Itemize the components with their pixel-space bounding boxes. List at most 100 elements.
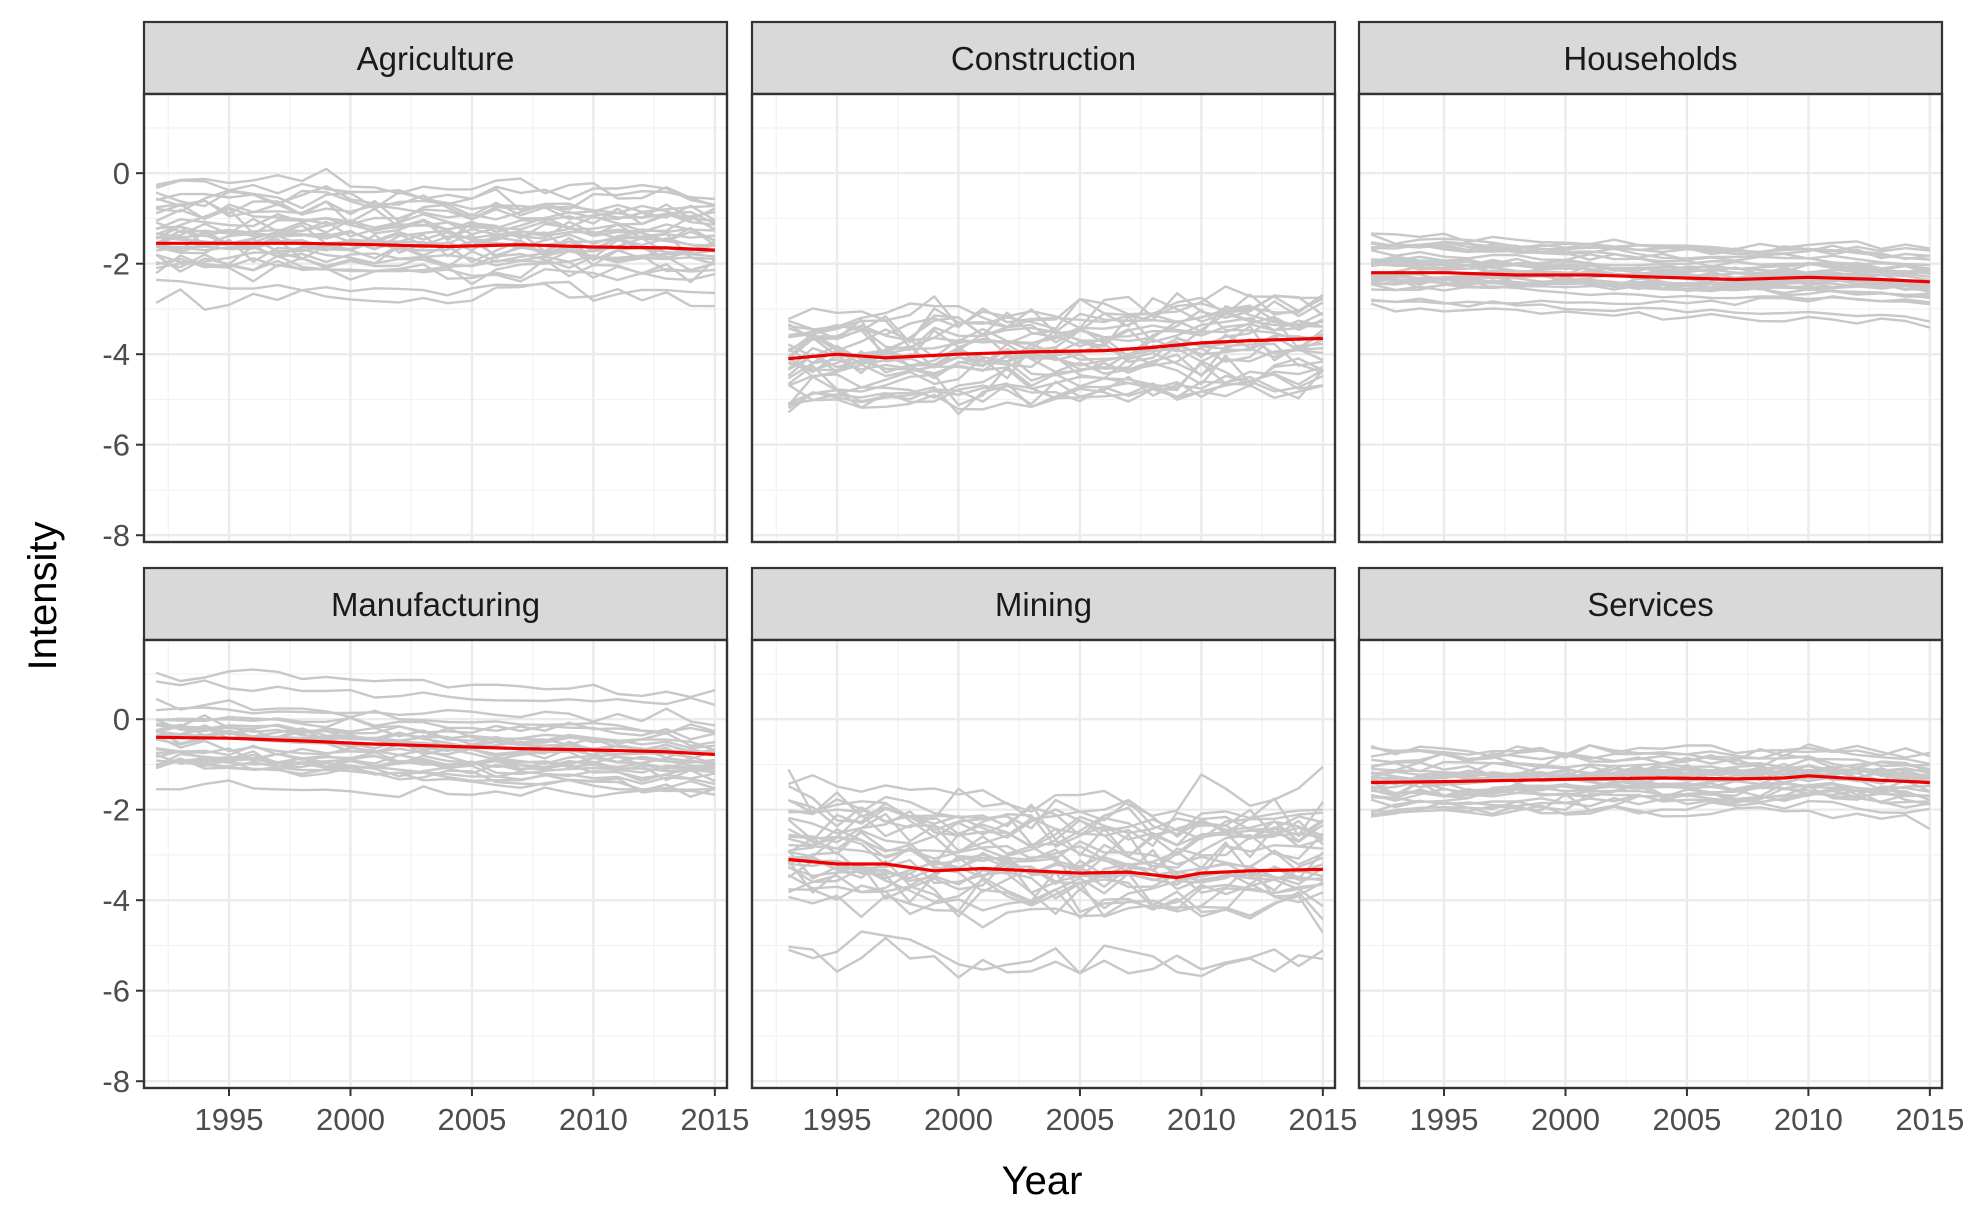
- sector-line: [787, 370, 1324, 416]
- sector-line: [787, 305, 1324, 358]
- sector-line: [1370, 262, 1930, 284]
- y-tick-label: 0: [113, 156, 130, 191]
- sector-line: [155, 197, 716, 226]
- sector-line: [156, 225, 716, 254]
- sector-line: [1371, 799, 1931, 817]
- sector-line: [155, 188, 715, 213]
- sector-line: [1370, 259, 1931, 274]
- x-tick-label: 2005: [437, 1102, 506, 1137]
- sector-line: [156, 715, 716, 735]
- sector-line: [1371, 787, 1931, 813]
- y-tick-label: -6: [102, 974, 130, 1009]
- x-tick-label: 2015: [1288, 1102, 1357, 1137]
- sector-line: [155, 189, 716, 221]
- x-tick-label: 2000: [316, 1102, 385, 1137]
- sector-line: [155, 213, 716, 247]
- sector-line: [156, 278, 715, 308]
- sector-line: [1370, 240, 1931, 261]
- sector-line: [787, 342, 1324, 380]
- sector-line: [787, 315, 1324, 359]
- sector-line: [787, 354, 1324, 389]
- sector-line: [155, 203, 715, 221]
- sector-line: [787, 333, 1324, 370]
- y-tick-label: -8: [102, 1064, 130, 1099]
- strip-agriculture: [142, 20, 729, 96]
- y-tick-label: 0: [113, 702, 130, 737]
- sector-line: [787, 806, 1323, 846]
- sector-line: [155, 252, 716, 272]
- x-tick-label: 2000: [924, 1102, 993, 1137]
- y-tick-label: -6: [102, 428, 130, 463]
- y-axis-title: Intensity: [21, 522, 65, 671]
- strip-construction: [750, 20, 1337, 96]
- sector-line: [155, 747, 715, 774]
- sector-line: [1370, 249, 1931, 275]
- strip-label-services: Services: [1587, 586, 1714, 623]
- sector-line: [155, 217, 716, 242]
- sector-line: [1370, 781, 1931, 802]
- sector-line: [155, 758, 715, 794]
- sector-line: [155, 668, 716, 699]
- panel-border-mining: [750, 638, 1337, 1090]
- x-tick-label: 2010: [1167, 1102, 1236, 1137]
- sector-line: [788, 843, 1324, 882]
- panel-border-households: [1357, 92, 1944, 544]
- panel-border-services: [1357, 638, 1944, 1090]
- sector-lines-mining: [787, 765, 1324, 979]
- sector-line: [1371, 276, 1931, 292]
- strip-label-manufacturing: Manufacturing: [331, 586, 540, 623]
- sector-line: [787, 859, 1324, 893]
- sector-line: [155, 179, 716, 206]
- sector-line: [787, 832, 1324, 872]
- strip-households: [1357, 20, 1944, 96]
- mean-line-services: [1371, 774, 1930, 785]
- x-tick-label: 1995: [803, 1102, 872, 1137]
- sector-line: [1370, 302, 1931, 329]
- sector-line: [1371, 276, 1931, 300]
- sector-lines-households: [1370, 232, 1931, 329]
- sector-line: [1370, 749, 1931, 773]
- sector-line: [788, 841, 1324, 883]
- x-tick-label: 2015: [680, 1102, 749, 1137]
- sector-line: [788, 800, 1324, 841]
- sector-line: [787, 308, 1324, 363]
- mean-line-construction: [788, 336, 1323, 361]
- panel-border-construction: [750, 92, 1337, 544]
- sector-line: [155, 230, 715, 253]
- facet-panels: Agriculture 0 -2 -4 -6 -8 Construction Househol…: [102, 20, 1964, 1137]
- sector-lines-manufacturing: [155, 668, 716, 799]
- sector-line: [1370, 783, 1930, 799]
- strip-label-mining: Mining: [995, 586, 1092, 623]
- mean-line-households: [1371, 271, 1930, 284]
- sector-line: [788, 810, 1324, 858]
- sector-line: [1371, 295, 1931, 307]
- sector-line: [1370, 297, 1931, 323]
- sector-line: [787, 357, 1324, 402]
- y-tick-label: -4: [102, 883, 130, 918]
- sector-line: [155, 280, 715, 311]
- sector-line: [155, 750, 716, 783]
- sector-line: [155, 697, 716, 734]
- sector-line: [155, 253, 715, 280]
- sector-line: [1370, 753, 1931, 773]
- sector-line: [155, 167, 716, 208]
- panel-border-agriculture: [142, 92, 729, 544]
- sector-line: [788, 930, 1324, 975]
- x-tick-label: 2005: [1652, 1102, 1721, 1137]
- panel-services: Services 1995 2000 2005 2010 2015: [1357, 566, 1964, 1137]
- sector-line: [1371, 232, 1930, 261]
- sector-line: [788, 936, 1324, 979]
- sector-line: [155, 679, 716, 707]
- sector-line: [787, 335, 1324, 370]
- sector-line: [1370, 788, 1930, 814]
- panel-background-services: [1359, 640, 1942, 1088]
- panel-background-agriculture: [144, 94, 727, 542]
- y-tick-label: -2: [102, 247, 130, 282]
- strip-manufacturing: [142, 566, 729, 642]
- sector-line: [155, 236, 716, 268]
- x-axis-title: Year: [1002, 1159, 1083, 1203]
- sector-line: [788, 894, 1324, 934]
- x-tick-label: 2010: [1774, 1102, 1843, 1137]
- panel-construction: Construction: [750, 20, 1337, 544]
